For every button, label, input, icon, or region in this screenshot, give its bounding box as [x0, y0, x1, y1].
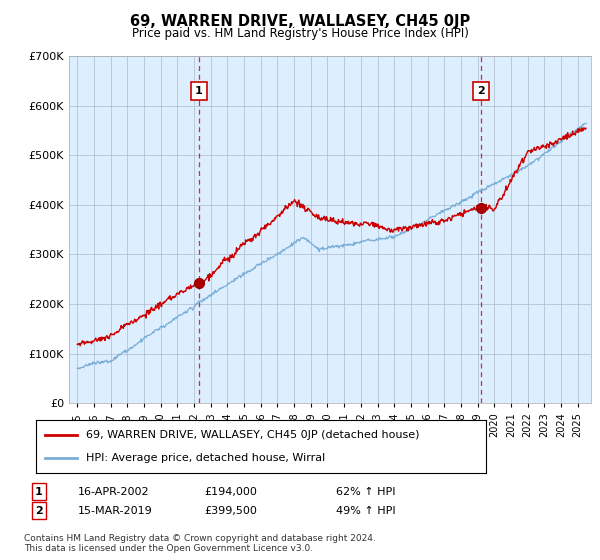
Text: 1: 1	[35, 487, 43, 497]
Text: 2: 2	[35, 506, 43, 516]
Text: 49% ↑ HPI: 49% ↑ HPI	[336, 506, 395, 516]
Text: Price paid vs. HM Land Registry's House Price Index (HPI): Price paid vs. HM Land Registry's House …	[131, 27, 469, 40]
Text: £399,500: £399,500	[204, 506, 257, 516]
Text: 62% ↑ HPI: 62% ↑ HPI	[336, 487, 395, 497]
Text: HPI: Average price, detached house, Wirral: HPI: Average price, detached house, Wirr…	[86, 453, 325, 463]
Text: £194,000: £194,000	[204, 487, 257, 497]
Text: 1: 1	[195, 86, 203, 96]
Text: 69, WARREN DRIVE, WALLASEY, CH45 0JP (detached house): 69, WARREN DRIVE, WALLASEY, CH45 0JP (de…	[86, 430, 419, 440]
Text: 16-APR-2002: 16-APR-2002	[78, 487, 149, 497]
Text: 15-MAR-2019: 15-MAR-2019	[78, 506, 153, 516]
Text: Contains HM Land Registry data © Crown copyright and database right 2024.
This d: Contains HM Land Registry data © Crown c…	[24, 534, 376, 553]
Text: 2: 2	[477, 86, 485, 96]
Text: 69, WARREN DRIVE, WALLASEY, CH45 0JP: 69, WARREN DRIVE, WALLASEY, CH45 0JP	[130, 14, 470, 29]
